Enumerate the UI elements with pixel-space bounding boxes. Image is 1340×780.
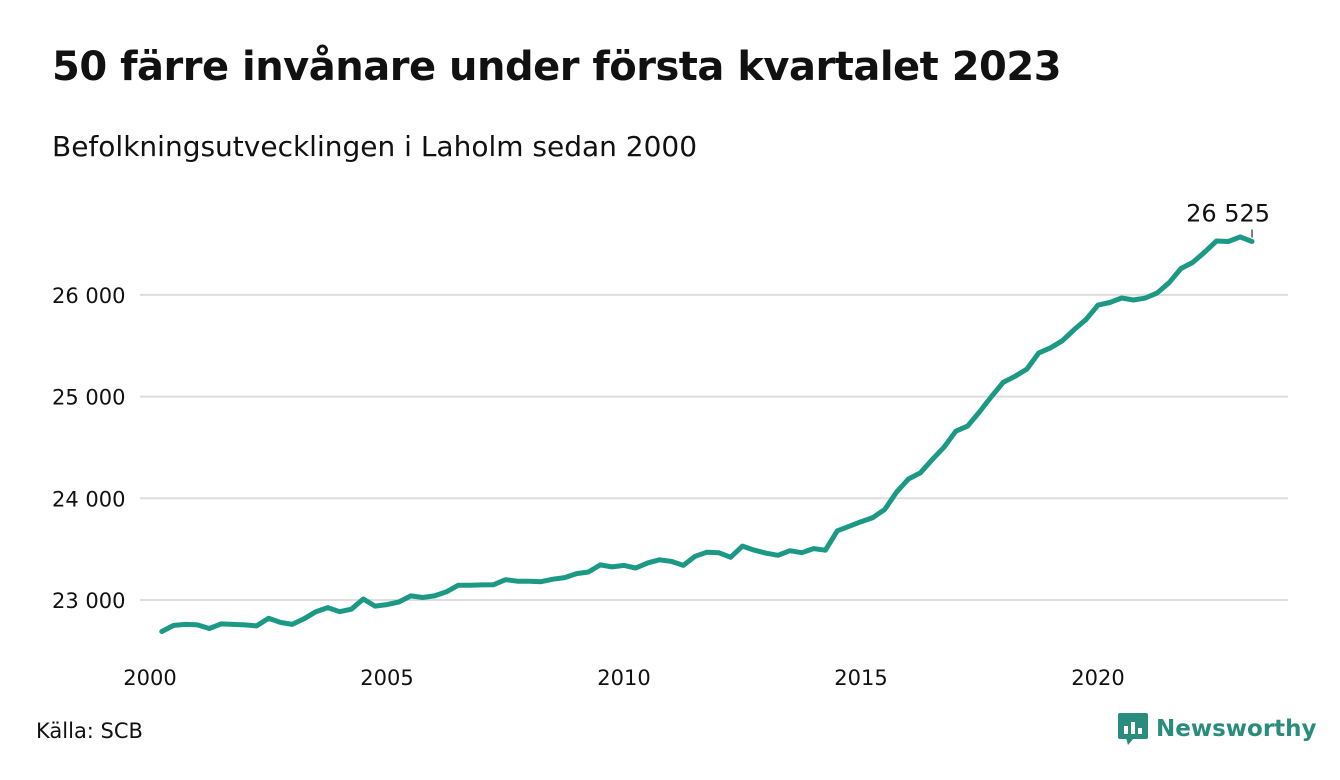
chart-title: 50 färre invånare under första kvartalet… <box>52 44 1062 90</box>
brand-name: Newsworthy <box>1156 716 1317 742</box>
series-line <box>159 234 1255 634</box>
x-tick-label: 2015 <box>834 666 887 690</box>
newsworthy-logo-icon <box>1118 713 1148 745</box>
source-label: Källa: SCB <box>36 719 143 743</box>
y-tick-label: 26 000 <box>52 284 125 308</box>
series-layer <box>159 234 1255 634</box>
x-tick-label: 2020 <box>1071 666 1124 690</box>
annotation-layer: 26 525 <box>1186 200 1270 238</box>
end-value-label: 26 525 <box>1186 200 1270 228</box>
y-tick-label: 25 000 <box>52 386 125 410</box>
brand-logo: Newsworthy <box>1118 713 1317 745</box>
x-tick-label: 2005 <box>360 666 413 690</box>
y-tick-label: 24 000 <box>52 487 125 511</box>
x-tick-label: 2000 <box>123 666 176 690</box>
y-axis-labels: 23 000 24 000 25 000 26 000 <box>52 284 125 613</box>
x-axis-labels: 2000 2005 2010 2015 2020 <box>123 666 1124 690</box>
chart-subtitle: Befolkningsutvecklingen i Laholm sedan 2… <box>52 130 698 163</box>
grid-lines <box>140 293 1288 601</box>
x-tick-label: 2010 <box>597 666 650 690</box>
y-tick-label: 23 000 <box>52 589 125 613</box>
